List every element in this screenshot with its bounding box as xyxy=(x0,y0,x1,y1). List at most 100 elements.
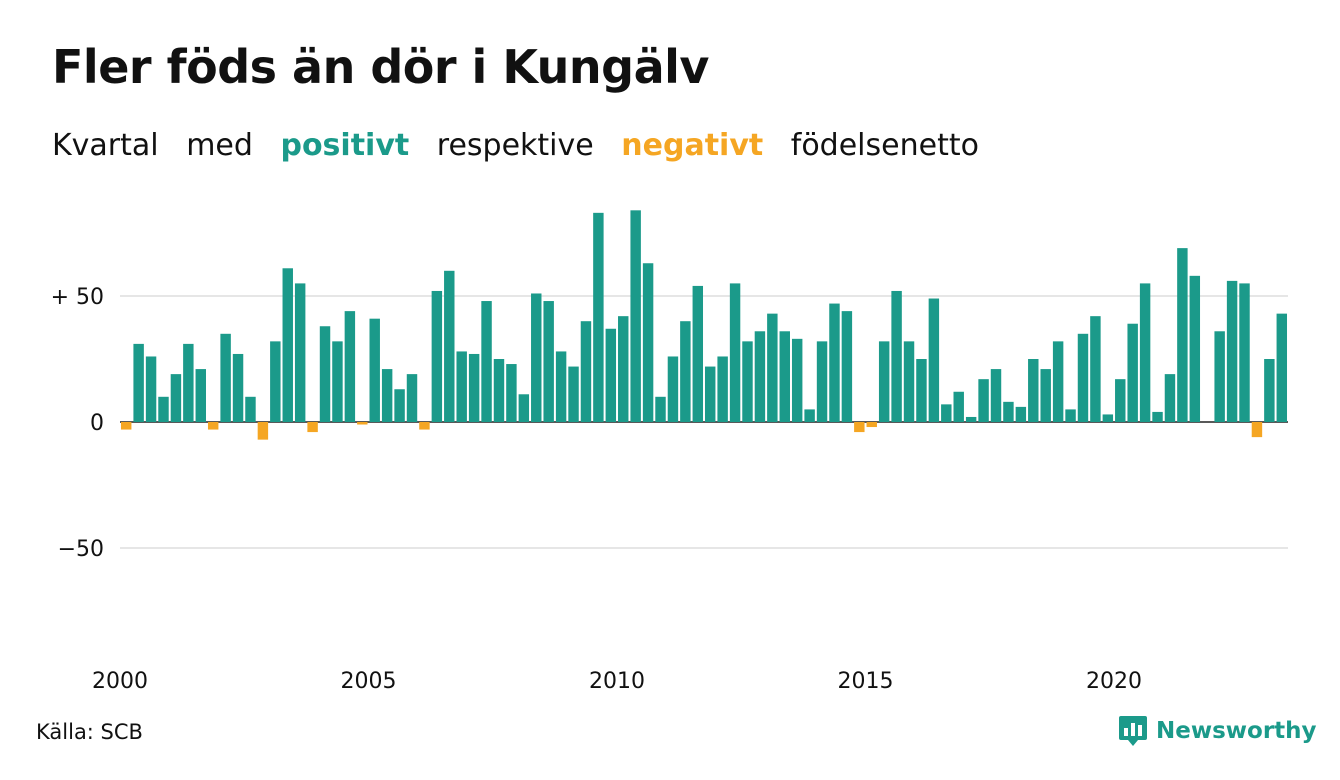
bar-positive xyxy=(543,301,554,422)
bar-positive xyxy=(531,293,542,422)
subtitle-negative-keyword: negativt xyxy=(621,128,764,163)
y-tick-label: −50 xyxy=(58,537,104,562)
bar-positive xyxy=(506,364,517,422)
bar-positive xyxy=(704,366,716,422)
bar-positive xyxy=(1152,411,1163,422)
subtitle-word: Kvartal xyxy=(52,128,159,163)
bar-positive xyxy=(729,283,741,422)
bar-negative xyxy=(120,422,132,430)
bar-positive xyxy=(518,394,530,422)
bar-positive xyxy=(1127,323,1138,422)
bar-positive xyxy=(804,409,815,422)
axis-layer: + 50 0 −50 2000 2005 2010 2015 2020 xyxy=(51,285,1142,694)
bar-positive xyxy=(655,396,666,422)
bar-positive xyxy=(1177,248,1188,422)
bar-positive xyxy=(158,396,169,422)
bar-positive xyxy=(1226,280,1238,422)
bar-positive xyxy=(270,341,281,422)
bar-positive xyxy=(493,359,505,422)
bar-positive xyxy=(580,321,592,422)
bar-positive xyxy=(344,311,356,422)
bar-positive xyxy=(332,341,343,422)
subtitle-word: med xyxy=(186,128,253,163)
bar-positive xyxy=(692,285,704,422)
chart-subtitle: Kvartal med positivt respektive negativt… xyxy=(52,128,997,163)
bar-negative xyxy=(1251,422,1263,438)
y-tick-label: + 50 xyxy=(51,285,104,310)
bar-negative xyxy=(854,422,865,433)
bar-positive xyxy=(1239,283,1250,422)
bar-positive xyxy=(742,341,753,422)
bar-chart: + 50 0 −50 2000 2005 2010 2015 2020 xyxy=(51,210,1288,694)
bar-positive xyxy=(680,321,691,422)
bar-positive xyxy=(1015,406,1027,422)
bar-positive xyxy=(791,338,803,422)
bar-positive xyxy=(605,328,617,422)
bar-positive xyxy=(568,366,579,422)
source-note: Källa: SCB xyxy=(36,720,143,744)
bar-positive xyxy=(1115,379,1126,422)
bar-positive xyxy=(282,268,293,422)
bar-positive xyxy=(779,331,790,422)
y-tick-label: 0 xyxy=(90,411,104,436)
bar-positive xyxy=(829,303,840,422)
bar-positive xyxy=(481,301,492,422)
bar-positive xyxy=(555,351,567,422)
bar-positive xyxy=(232,353,244,422)
bar-positive xyxy=(294,283,306,422)
bar-positive xyxy=(618,316,629,422)
bar-positive xyxy=(319,326,331,422)
subtitle-positive-keyword: positivt xyxy=(280,128,410,163)
bar-positive xyxy=(965,416,977,422)
bar-positive xyxy=(444,270,455,422)
bar-negative xyxy=(207,422,219,430)
x-tick-label: 2020 xyxy=(1086,669,1142,694)
bar-positive xyxy=(381,369,393,422)
bar-negative xyxy=(866,422,877,428)
bar-positive xyxy=(903,341,915,422)
x-tick-label: 2010 xyxy=(589,669,645,694)
x-tick-label: 2000 xyxy=(92,669,148,694)
bar-positive xyxy=(369,318,380,422)
bar-positive xyxy=(195,369,206,422)
bar-positive xyxy=(990,369,1002,422)
x-tick-label: 2005 xyxy=(341,669,397,694)
bar-positive xyxy=(754,331,766,422)
bar-positive xyxy=(468,353,480,422)
newsworthy-logo: Newsworthy xyxy=(1118,714,1317,748)
bar-positive xyxy=(406,374,418,422)
chart-title: Fler föds än dör i Kungälv xyxy=(52,40,709,94)
bar-positive xyxy=(667,356,679,422)
bar-positive xyxy=(133,343,144,422)
bar-positive xyxy=(145,356,157,422)
bar-positive xyxy=(1065,409,1076,422)
bar-positive xyxy=(1052,341,1064,422)
bar-positive xyxy=(928,298,940,422)
bar-positive xyxy=(717,356,728,422)
newsworthy-chart-icon xyxy=(1119,716,1147,746)
bar-positive xyxy=(1214,331,1225,422)
bar-positive xyxy=(1139,283,1151,422)
bar-positive xyxy=(593,212,604,422)
bar-positive xyxy=(1102,414,1114,422)
bar-positive xyxy=(183,343,194,422)
bar-positive xyxy=(816,341,828,422)
bar-positive xyxy=(891,290,902,422)
bar-negative xyxy=(257,422,269,440)
bar-positive xyxy=(1003,401,1014,422)
bar-positive xyxy=(245,396,256,422)
subtitle-word: födelsenetto xyxy=(790,128,979,163)
bar-positive xyxy=(1189,275,1201,422)
x-tick-label: 2015 xyxy=(838,669,894,694)
bar-positive xyxy=(953,391,964,422)
bar-negative xyxy=(357,422,368,425)
bar-positive xyxy=(1077,333,1089,422)
bar-positive xyxy=(456,351,467,422)
bar-positive xyxy=(1028,359,1039,422)
bar-positive xyxy=(878,341,890,422)
bar-positive xyxy=(916,359,927,422)
bar-positive xyxy=(941,404,952,422)
bar-positive xyxy=(1090,316,1101,422)
bar-layer xyxy=(120,210,1288,440)
bar-positive xyxy=(642,263,654,422)
